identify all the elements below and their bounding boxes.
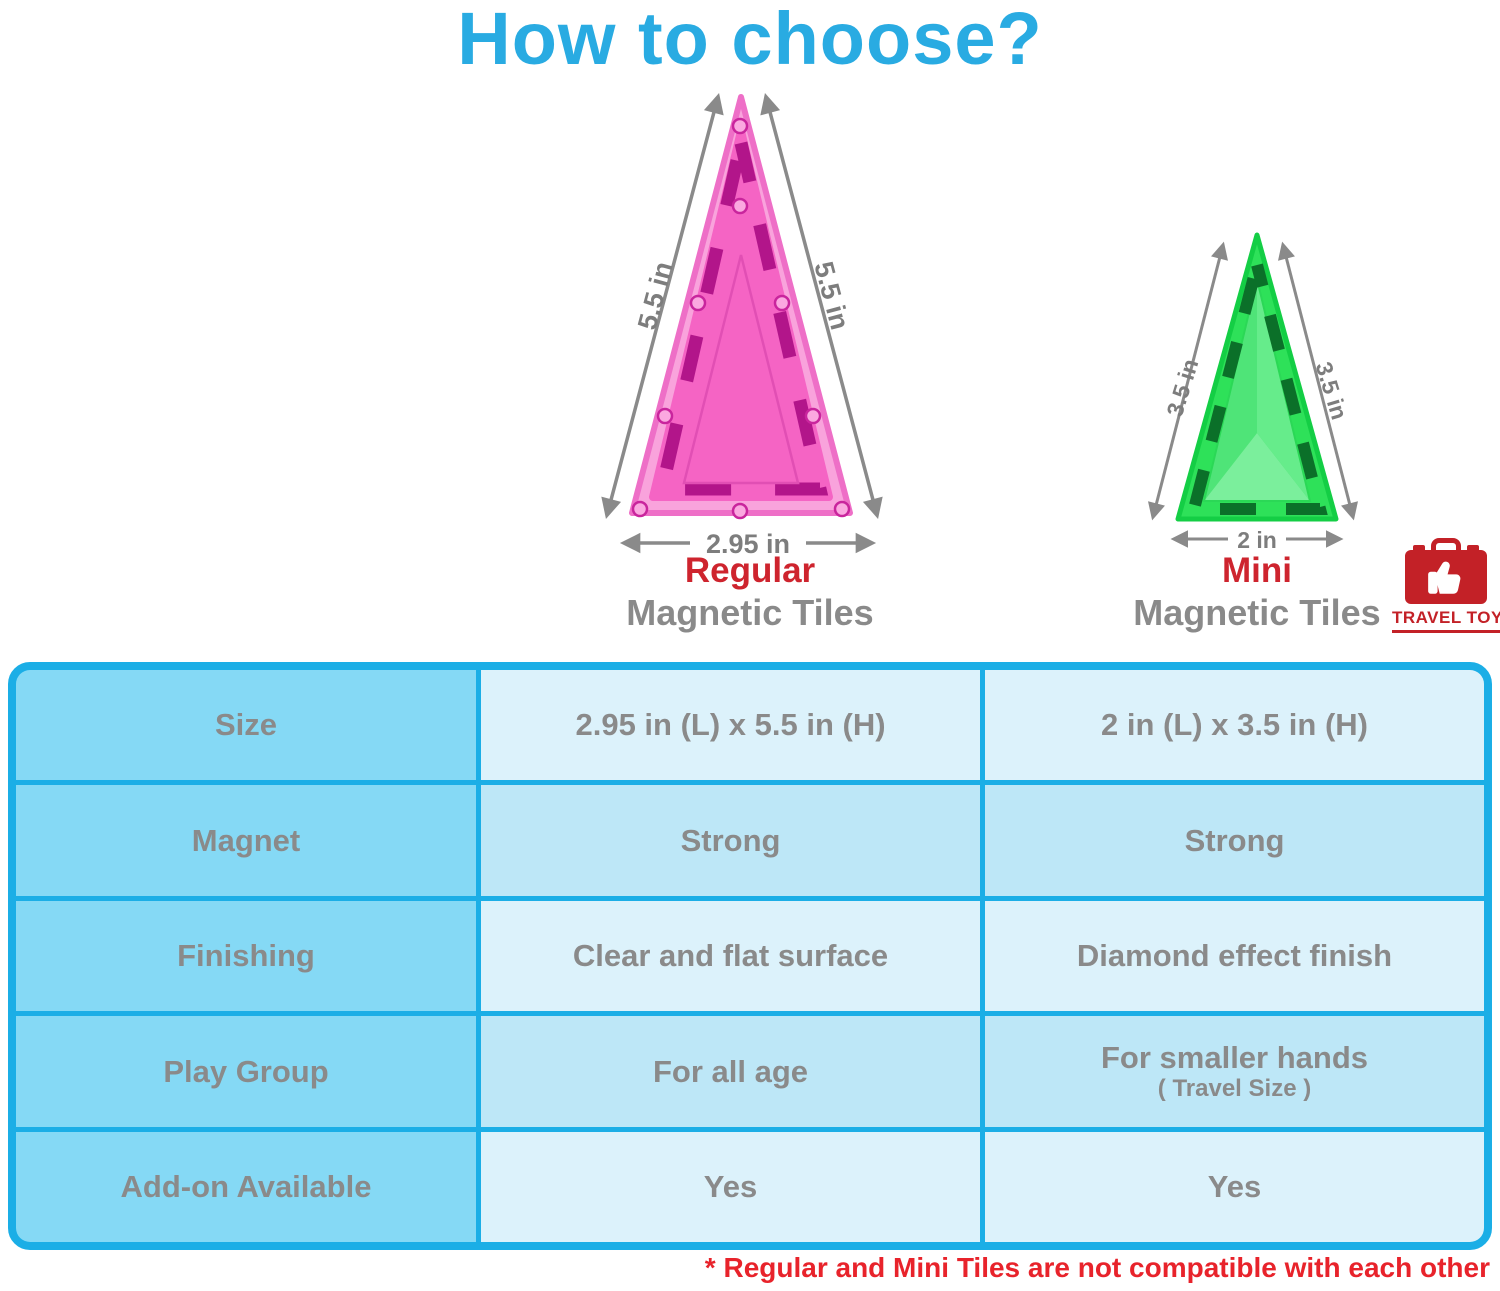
thumbs-up-icon <box>1428 561 1461 594</box>
magnet-mini-value: Strong <box>985 785 1484 896</box>
regular-caption: Regular Magnetic Tiles <box>565 551 935 633</box>
mini-caption: Mini Magnetic Tiles <box>1122 551 1392 633</box>
mini-tile-diagram: 3.5 in 3.5 in 2 in <box>1148 232 1358 553</box>
addon-mini-value: Yes <box>985 1131 1484 1242</box>
play-group-mini-value: For smaller hands ( Travel Size ) <box>985 1016 1484 1127</box>
row-label-addon: Add-on Available <box>16 1131 476 1242</box>
mini-subtitle: Magnetic Tiles <box>1133 591 1381 633</box>
row-label-size: Size <box>16 670 476 781</box>
row-label-magnet: Magnet <box>16 785 476 896</box>
regular-tile-engraved-triangle <box>682 254 800 485</box>
finishing-regular-value: Clear and flat surface <box>481 900 980 1012</box>
play-group-regular-value: For all age <box>481 1016 980 1127</box>
mini-name: Mini <box>1222 551 1292 590</box>
suitcase-tab-icon <box>1467 545 1479 551</box>
compatibility-footnote: * Regular and Mini Tiles are not compati… <box>704 1252 1490 1283</box>
regular-tile-rivets <box>631 117 851 520</box>
regular-subtitle: Magnetic Tiles <box>626 591 874 633</box>
suitcase-tab-icon <box>1413 545 1425 551</box>
comparison-table: Size 2.95 in (L) x 5.5 in (H) 2 in (L) x… <box>8 662 1492 1250</box>
mini-side-left-label: 3.5 in <box>1161 356 1203 420</box>
regular-tile-inner-fill <box>649 127 833 501</box>
page-title: How to choose? <box>457 0 1043 80</box>
regular-right-dimension-arrow <box>760 93 883 519</box>
row-label-play-group: Play Group <box>16 1016 476 1127</box>
regular-base-label: 2.95 in <box>706 529 790 555</box>
regular-tile-magnet-strips <box>653 141 829 496</box>
regular-side-left-label: 5.5 in <box>632 258 679 332</box>
suitcase-icon <box>1405 545 1487 604</box>
regular-side-right-label: 5.5 in <box>808 258 855 332</box>
finishing-mini-value: Diamond effect finish <box>985 900 1484 1012</box>
regular-name: Regular <box>684 551 816 590</box>
mini-side-right-label: 3.5 in <box>1311 359 1353 423</box>
mini-tile-magnet-strips <box>1186 263 1328 515</box>
mini-right-dimension-arrow <box>1278 241 1358 521</box>
mini-left-dimension-arrow <box>1148 241 1228 521</box>
regular-left-dimension-arrow <box>601 93 724 519</box>
mini-base-label: 2 in <box>1237 527 1277 553</box>
suitcase-handle-icon <box>1431 538 1461 551</box>
play-group-mini-main: For smaller hands <box>1100 1039 1369 1075</box>
size-mini-value: 2 in (L) x 3.5 in (H) <box>985 670 1484 781</box>
play-group-mini-sub: ( Travel Size ) <box>1157 1075 1312 1103</box>
addon-regular-value: Yes <box>481 1131 980 1242</box>
magnet-regular-value: Strong <box>481 785 980 896</box>
size-regular-value: 2.95 in (L) x 5.5 in (H) <box>481 670 980 781</box>
regular-tile-diagram: 5.5 in 5.5 in 2.95 in <box>601 93 883 555</box>
row-label-finishing: Finishing <box>16 900 476 1012</box>
